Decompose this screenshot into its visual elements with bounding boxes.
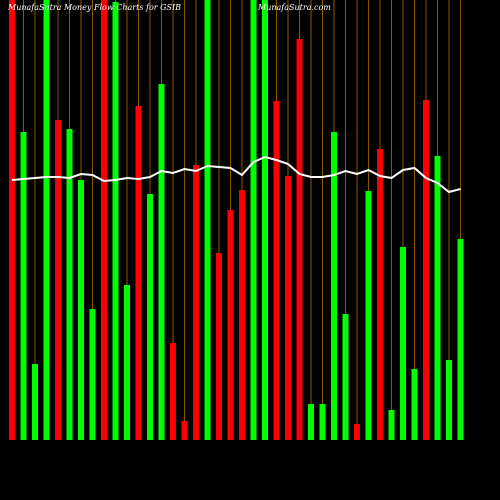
bar (285, 176, 291, 440)
bars (9, 0, 464, 440)
watermark: MunafaSutra.com (257, 3, 331, 12)
bar (239, 190, 245, 440)
bar (101, 0, 107, 440)
bar (388, 410, 395, 440)
bar (354, 424, 360, 440)
bar (365, 191, 372, 440)
bar (216, 253, 222, 440)
bar (250, 0, 257, 440)
bar (434, 156, 441, 440)
bar (158, 84, 165, 440)
bar (331, 132, 337, 440)
bar (262, 0, 268, 440)
bar (308, 404, 314, 440)
bar (55, 120, 61, 440)
bar (342, 314, 349, 440)
bar (204, 0, 211, 440)
bar (124, 285, 130, 440)
bar (423, 100, 429, 440)
bar (319, 404, 326, 440)
bar (66, 129, 73, 440)
bar (147, 194, 153, 440)
bar (170, 343, 176, 440)
bar (400, 247, 406, 440)
bar (43, 0, 50, 440)
bar (181, 421, 188, 440)
bar (78, 180, 84, 440)
money-flow-line (11, 155, 461, 194)
bar (377, 149, 383, 440)
bar (32, 364, 38, 440)
chart-title: MunafaSutra Money Flow Charts for GSIB (7, 3, 181, 12)
bar (273, 101, 280, 440)
bar (135, 106, 142, 440)
bar (89, 309, 96, 440)
bar (112, 2, 119, 440)
bar (9, 0, 15, 440)
bar (411, 369, 418, 440)
bar (193, 165, 199, 440)
bar (20, 132, 27, 440)
bar (446, 360, 452, 440)
bar (296, 39, 303, 440)
bar (227, 210, 234, 440)
bar (457, 239, 464, 440)
